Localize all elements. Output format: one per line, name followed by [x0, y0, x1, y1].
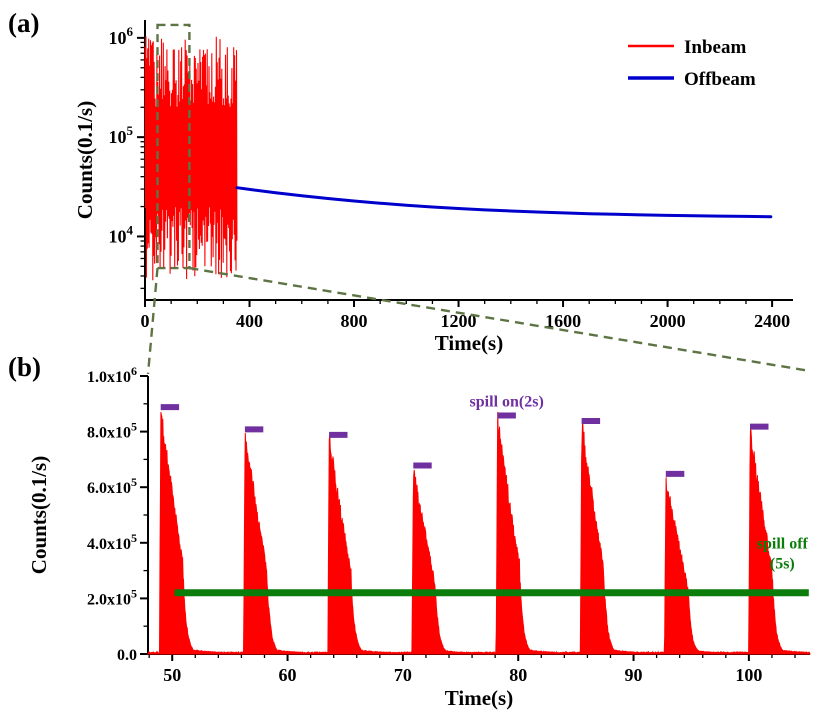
panel-b-y-axis-label: Counts(0.1/s)	[27, 456, 51, 574]
legend-label-offbeam: Offbeam	[684, 69, 756, 90]
x-tick-label: 70	[394, 665, 412, 685]
spill-on-markers	[160, 404, 769, 477]
panel-b-x-axis-label: Time(s)	[445, 686, 513, 710]
panel-a-plot: 0 400 800 1200 1600 2000 2400 104 105 106 Time(s) C…	[73, 20, 793, 355]
panel-b-plot: 50 60 70 80 90 100 0.0 2.0x105 4.0x105 6.0x105 8.0…	[27, 364, 811, 710]
x-tick-label: 90	[625, 665, 643, 685]
spill_on-annotation: spill on(2s)	[470, 394, 544, 411]
x-tick-label: 100	[735, 665, 762, 685]
y-tick-label: 1.0x106	[87, 364, 137, 386]
zoom-connector-left	[146, 267, 159, 375]
y-tick-label: 6.0x105	[87, 475, 137, 497]
inbeam-pulse-series	[147, 411, 811, 655]
legend-label-inbeam: Inbeam	[684, 37, 746, 58]
y-tick-label: 4.0x105	[87, 531, 137, 553]
zoom-connector-right	[189, 266, 811, 373]
y-tick-label: 8.0x105	[87, 420, 137, 442]
panel-a-y-axis-label: Counts(0.1/s)	[73, 101, 97, 219]
offbeam-series	[235, 186, 773, 219]
y-tick-label: 106	[109, 24, 134, 48]
x-tick-label: 800	[341, 311, 368, 331]
x-tick-label: 80	[509, 665, 527, 685]
x-tick-label: 60	[279, 665, 297, 685]
zoom-region-box	[156, 23, 191, 270]
y-tick-label: 2.0x105	[87, 586, 137, 608]
x-tick-label: 2000	[650, 311, 686, 331]
y-tick-label: 104	[109, 222, 134, 246]
x-tick-label: 1600	[545, 311, 581, 331]
x-tick-label: 2400	[754, 311, 790, 331]
spill_off-annotation: (5s)	[770, 555, 795, 572]
y-tick-label: 0.0	[117, 647, 137, 664]
x-tick-label: 1200	[441, 311, 477, 331]
panel-b-label: (b)	[8, 352, 41, 382]
x-tick-label: 400	[236, 311, 263, 331]
x-tick-label: 0	[141, 311, 150, 331]
y-tick-label: 105	[109, 123, 134, 147]
panel-a-x-axis-label: Time(s)	[435, 331, 503, 355]
x-tick-label: 50	[163, 665, 181, 685]
panel-a-label: (a)	[8, 8, 40, 38]
legend: Inbeam Offbeam	[628, 37, 756, 90]
spill_off-annotation: spill off	[757, 535, 809, 552]
inbeam-series	[144, 36, 238, 281]
